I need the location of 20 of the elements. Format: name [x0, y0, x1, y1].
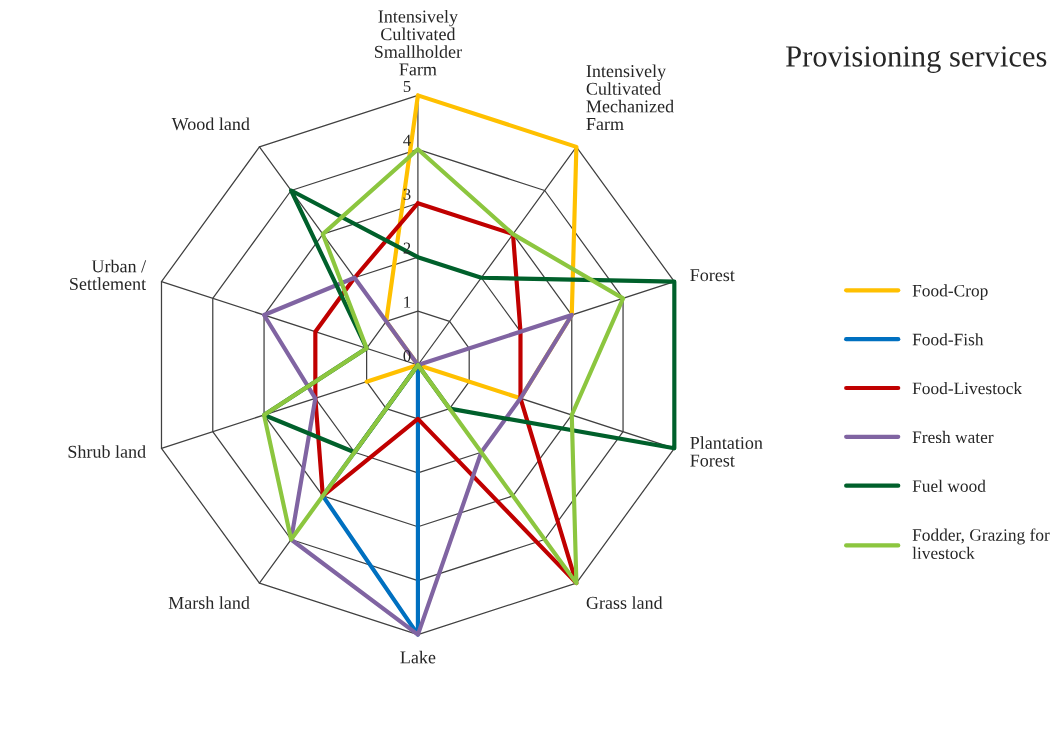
spoke-label: Plantation Forest — [690, 436, 763, 467]
text: Provisioning services — [786, 46, 1047, 73]
spoke-label: Shrub land — [68, 445, 146, 458]
spoke-label: Intensively Cultivated Smallholder Farm — [374, 9, 462, 76]
legend-label: Fresh water — [912, 430, 994, 444]
spoke-label: Intensively Cultivated Mechanized Farm — [586, 64, 674, 131]
spoke-label: Forest — [690, 269, 735, 282]
legend-label: Food-Livestock — [912, 382, 1023, 395]
y-tick-label: 5 — [403, 80, 411, 92]
spoke-label: Marsh land — [168, 596, 250, 609]
spoke-label: Urban / Settlement — [70, 259, 147, 291]
legend-label: Food-Crop — [912, 284, 988, 301]
spoke-label: Wood land — [171, 117, 250, 131]
legend-label: Food-Fish — [912, 333, 984, 346]
legend-label: Fodder, Grazing for livestock — [912, 528, 1050, 560]
spoke-label: Lake — [400, 650, 436, 664]
y-tick-label: 1 — [404, 296, 411, 308]
y-tick-label: 0 — [403, 350, 411, 362]
spoke-label: Grass land — [586, 596, 663, 609]
legend-label: Fuel wood — [912, 479, 986, 492]
